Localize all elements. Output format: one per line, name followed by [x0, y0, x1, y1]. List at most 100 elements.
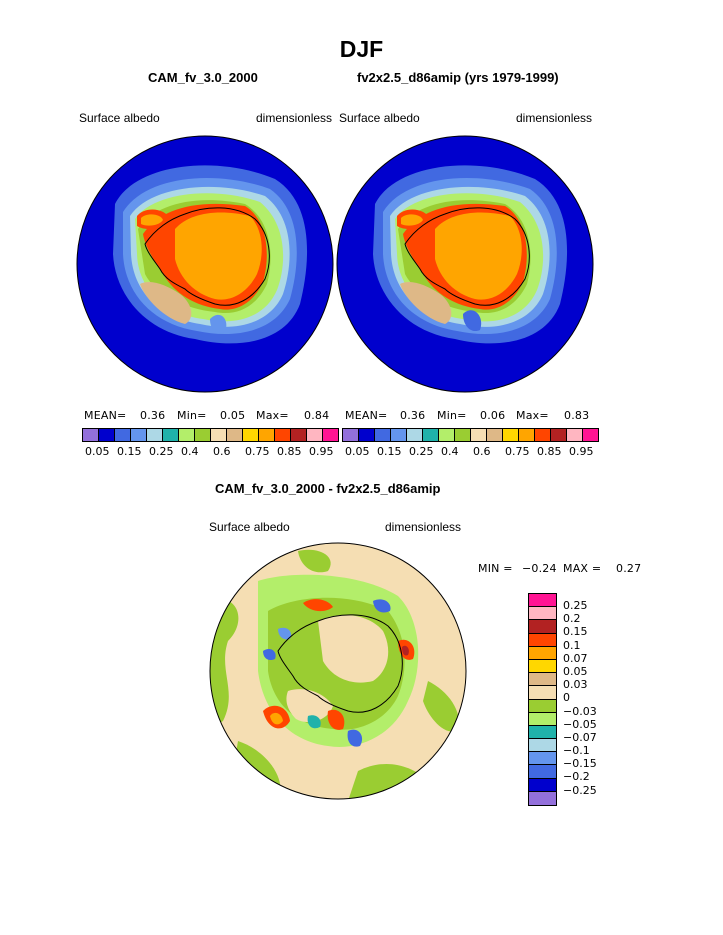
right-mean-label: MEAN= — [345, 409, 388, 422]
right-case-title: fv2x2.5_d86amip (yrs 1979-1999) — [357, 70, 559, 85]
left-colorbar-swatch — [227, 429, 243, 441]
diff-colorbar-tick-label: 0.2 — [563, 612, 581, 626]
left-colorbar-tick-label: 0.6 — [213, 445, 231, 458]
diff-colorbar-tick-label: 0.25 — [563, 599, 588, 612]
right-max-value: 0.83 — [564, 409, 590, 422]
diff-colorbar-tick-label: −0.1 — [563, 744, 590, 758]
diff-colorbar-swatch — [529, 594, 556, 608]
diff-colorbar-swatch — [529, 765, 556, 779]
right-colorbar-swatch — [407, 429, 423, 441]
right-colorbar-swatch — [343, 429, 359, 441]
diff-colorbar-swatch — [529, 739, 556, 753]
right-mean-value: 0.36 — [400, 409, 426, 422]
left-colorbar-swatch — [323, 429, 338, 441]
left-colorbar-swatch — [99, 429, 115, 441]
right-colorbar-swatch — [375, 429, 391, 441]
right-colorbar-swatch — [519, 429, 535, 441]
right-colorbar-swatch — [423, 429, 439, 441]
diff-colorbar-swatch — [529, 659, 556, 674]
left-colorbar-swatch — [243, 429, 259, 441]
right-colorbar-swatch — [471, 429, 487, 441]
left-case-title: CAM_fv_3.0_2000 — [148, 70, 258, 85]
left-colorbar-tick-label: 0.05 — [85, 445, 110, 458]
diff-colorbar-tick-label: −0.03 — [563, 704, 597, 718]
left-colorbar-tick-label: 0.95 — [309, 445, 334, 458]
left-mean-label: MEAN= — [84, 409, 127, 422]
left-colorbar-swatch — [179, 429, 195, 441]
right-colorbar-swatch — [503, 429, 519, 441]
right-colorbar-tick-label: 0.6 — [473, 445, 491, 458]
diff-variable-label: Surface albedo — [209, 520, 290, 534]
right-min-label: Min= — [437, 409, 467, 422]
right-colorbar-swatch — [455, 429, 471, 441]
right-colorbar — [342, 428, 599, 442]
diff-colorbar-tick-label: −0.15 — [563, 757, 597, 771]
diff-colorbar-tick-label: −0.05 — [563, 717, 597, 731]
right-colorbar-tick-label: 0.05 — [345, 445, 370, 458]
left-colorbar-swatch — [307, 429, 323, 441]
diff-colorbar-swatch — [529, 673, 556, 687]
right-max-label: Max= — [516, 409, 549, 422]
diff-units-label: dimensionless — [385, 520, 462, 534]
diff-colorbar-swatch — [529, 752, 556, 766]
right-colorbar-tick-label: 0.4 — [441, 445, 459, 458]
diff-colorbar-swatch — [529, 712, 556, 726]
diff-min-value: −0.24 — [522, 562, 557, 575]
diff-min-label: MIN = — [478, 562, 513, 575]
right-colorbar-swatch — [487, 429, 503, 441]
diff-colorbar-swatch — [529, 699, 556, 713]
left-variable-label: Surface albedo — [79, 111, 160, 125]
diff-colorbar-swatch — [529, 620, 556, 634]
right-colorbar-tick-label: 0.15 — [377, 445, 402, 458]
right-colorbar-tick-label: 0.75 — [505, 445, 530, 458]
diff-max-label: MAX = — [563, 562, 602, 575]
left-colorbar-tick-label: 0.15 — [117, 445, 142, 458]
left-min-value: 0.05 — [220, 409, 246, 422]
left-colorbar-swatch — [131, 429, 147, 441]
left-max-label: Max= — [256, 409, 289, 422]
figure-title: DJF — [339, 36, 384, 62]
diff-colorbar-tick-label: 0.1 — [563, 638, 581, 652]
left-colorbar-swatch — [195, 429, 211, 441]
diff-colorbar-swatch — [529, 646, 556, 660]
right-colorbar-ticks: 0.05 0.15 0.25 0.4 0.6 0.75 0.85 0.95 — [342, 445, 594, 459]
diff-colorbar-swatch — [529, 778, 556, 792]
left-colorbar-swatch — [115, 429, 131, 441]
left-colorbar-swatch — [147, 429, 163, 441]
diff-colorbar-swatch — [529, 633, 556, 647]
left-colorbar-swatch — [275, 429, 291, 441]
diff-colorbar-tick-label: 0.03 — [563, 678, 588, 692]
left-mean-value: 0.36 — [140, 409, 166, 422]
left-colorbar-swatch — [259, 429, 275, 441]
right-variable-label: Surface albedo — [339, 111, 420, 125]
right-colorbar-swatch — [535, 429, 551, 441]
diff-case-title: CAM_fv_3.0_2000 - fv2x2.5_d86amip — [215, 481, 441, 496]
diff-colorbar-tick-label: −0.2 — [563, 770, 590, 784]
diff-colorbar-tick-label: 0.07 — [563, 651, 588, 665]
left-colorbar-swatch — [163, 429, 179, 441]
diff-colorbar-tick-label: 0 — [563, 691, 570, 705]
left-colorbar-swatch — [291, 429, 307, 441]
right-units-label: dimensionless — [516, 111, 593, 125]
left-colorbar-tick-label: 0.4 — [181, 445, 199, 458]
left-colorbar-tick-label: 0.25 — [149, 445, 174, 458]
right-polar-map — [336, 135, 594, 393]
diff-colorbar-ticks: 0.25 0.2 0.15 0.1 0.07 0.05 0.03 0 −0.03 −0.05 −0.… — [563, 599, 597, 797]
diff-polar-map — [209, 542, 467, 800]
left-max-value: 0.84 — [304, 409, 330, 422]
right-colorbar-swatch — [439, 429, 455, 441]
right-colorbar-swatch — [359, 429, 375, 441]
diff-colorbar-swatch — [529, 686, 556, 700]
left-colorbar — [82, 428, 339, 442]
diff-colorbar-tick-label: −0.25 — [563, 783, 597, 797]
left-colorbar-swatch — [83, 429, 99, 441]
diff-colorbar-swatch — [529, 607, 556, 621]
diff-colorbar — [528, 593, 557, 806]
left-polar-map — [76, 135, 334, 393]
right-min-value: 0.06 — [480, 409, 506, 422]
left-colorbar-swatch — [211, 429, 227, 441]
right-colorbar-swatch — [567, 429, 583, 441]
diff-colorbar-swatch — [529, 725, 556, 740]
right-colorbar-tick-label: 0.25 — [409, 445, 434, 458]
right-colorbar-swatch — [391, 429, 407, 441]
